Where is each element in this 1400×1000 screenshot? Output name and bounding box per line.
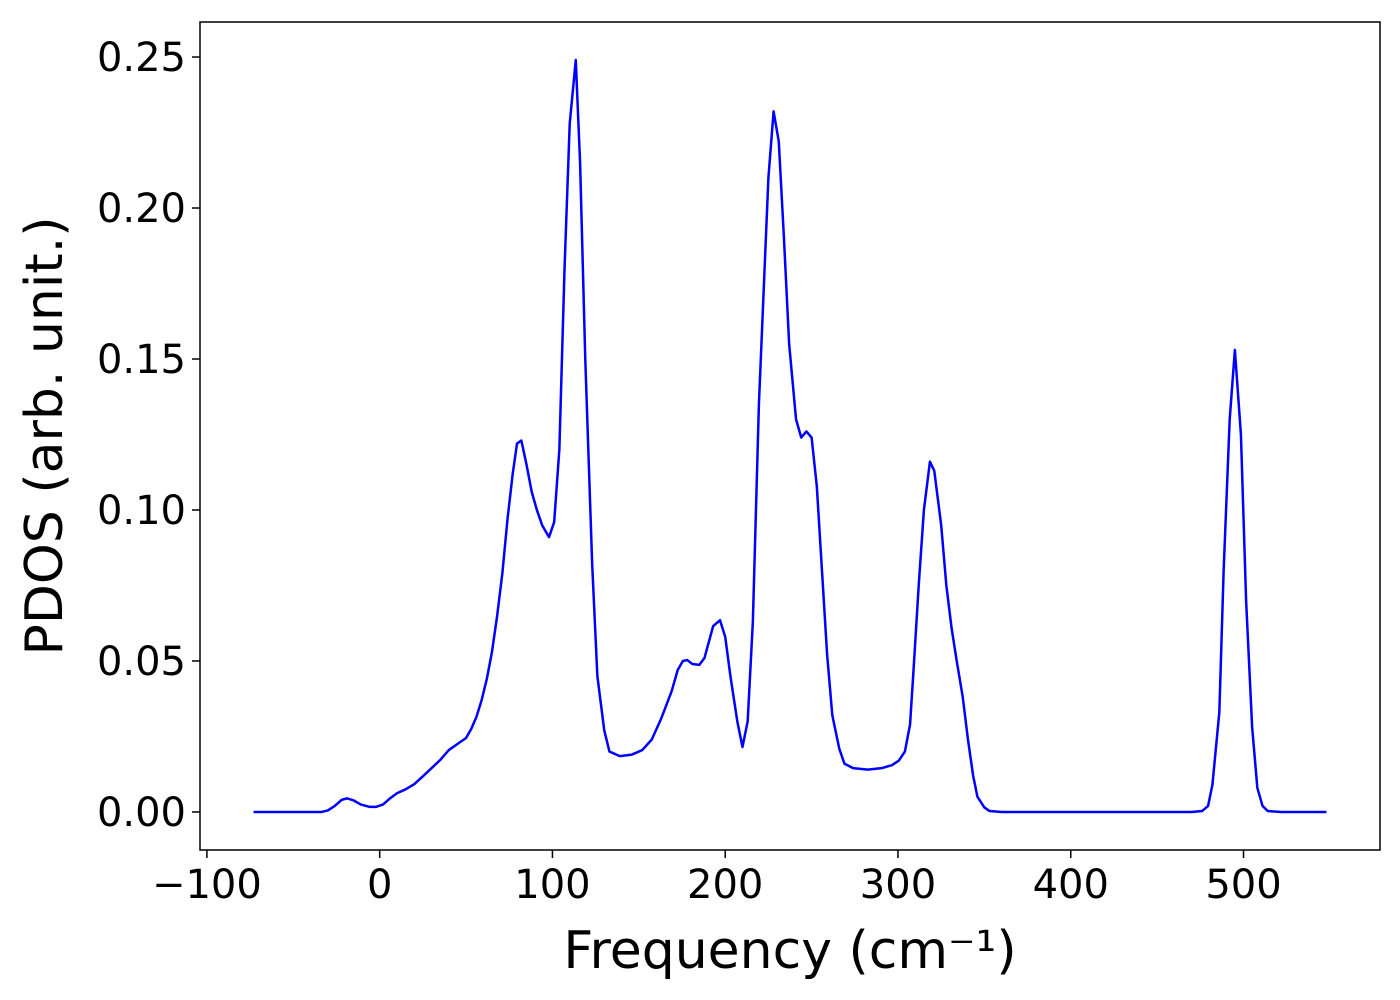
x-tick-label: 0 <box>367 862 392 908</box>
x-tick-label: 200 <box>687 862 763 908</box>
y-tick-label: 0.00 <box>97 790 186 836</box>
x-tick-label: 100 <box>514 862 590 908</box>
x-tick-label: −100 <box>152 862 262 908</box>
plot-frame <box>199 21 1381 851</box>
y-tick-label: 0.25 <box>97 35 186 81</box>
y-tick-label: 0.05 <box>97 639 186 685</box>
x-tick-label: 500 <box>1205 862 1281 908</box>
y-axis-label: PDOS (arb. unit.) <box>15 216 75 655</box>
data-line <box>253 58 1327 814</box>
y-tick-label: 0.20 <box>97 186 186 232</box>
x-tick-label: 400 <box>1033 862 1109 908</box>
y-tick-label: 0.10 <box>97 488 186 534</box>
y-tick-label: 0.15 <box>97 337 186 383</box>
x-axis-label: Frequency (cm⁻¹) <box>563 921 1016 981</box>
x-tick-label: 300 <box>860 862 936 908</box>
